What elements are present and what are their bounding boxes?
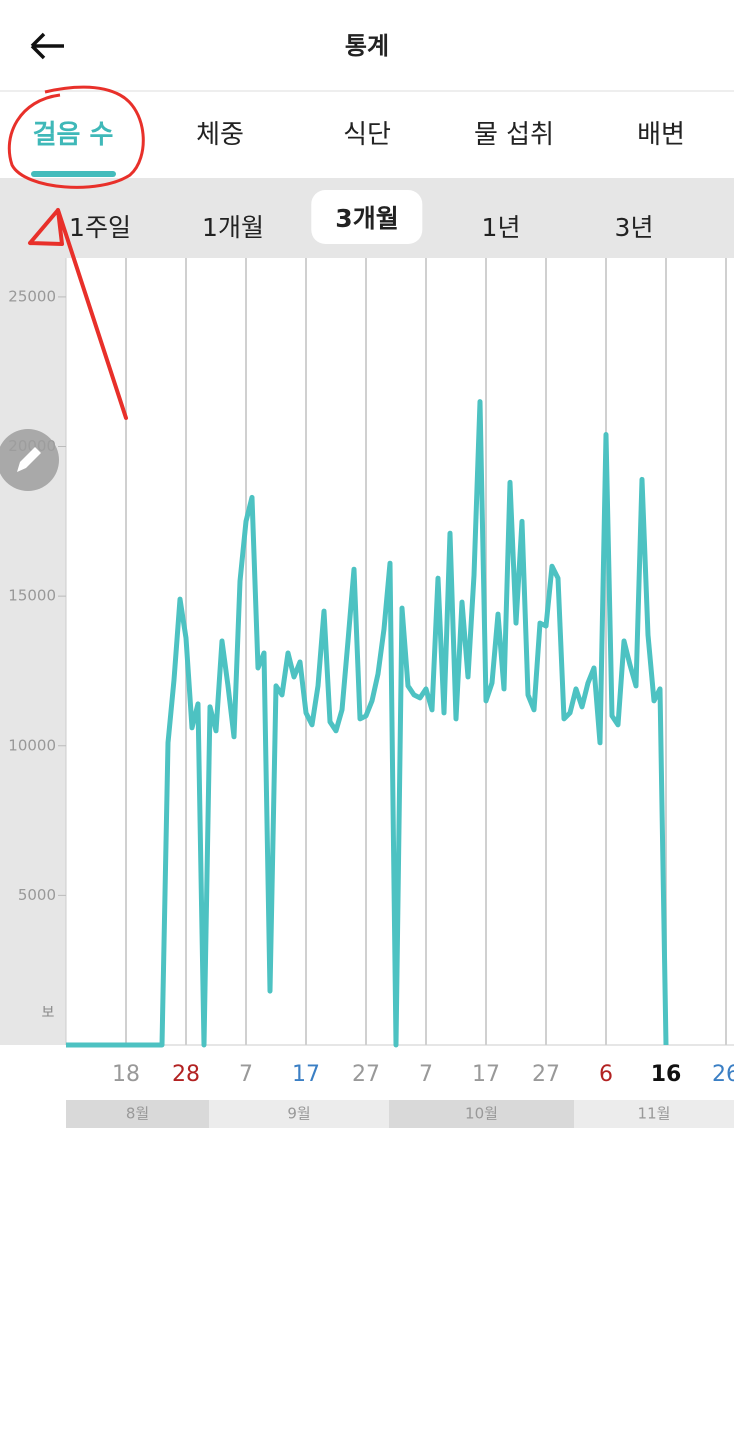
month-band xyxy=(574,1100,734,1128)
x-tick-label: 6 xyxy=(599,1062,613,1087)
y-tick-label: 15000 xyxy=(8,587,56,605)
month-band xyxy=(209,1100,389,1128)
period-option[interactable]: 3개월 xyxy=(311,190,423,244)
month-label: 11월 xyxy=(638,1105,671,1123)
data-line xyxy=(66,399,669,1048)
y-tick-label: 10000 xyxy=(8,736,56,754)
tab[interactable]: 배변 xyxy=(637,120,685,150)
y-axis-panel xyxy=(0,258,66,1045)
y-unit: 보 xyxy=(42,1005,55,1021)
x-tick-label: 17 xyxy=(472,1062,500,1087)
month-label: 9월 xyxy=(287,1105,310,1123)
tab[interactable]: 체중 xyxy=(196,120,244,150)
period-option[interactable]: 1개월 xyxy=(202,213,264,242)
x-tick-label: 16 xyxy=(651,1062,682,1087)
tab[interactable]: 물 섭취 xyxy=(473,120,555,150)
x-tick-label: 27 xyxy=(532,1062,560,1087)
month-band xyxy=(389,1100,574,1128)
y-tick-label: 20000 xyxy=(8,437,56,455)
back-button[interactable] xyxy=(28,30,68,62)
x-tick-label: 26 xyxy=(712,1062,734,1087)
period-option[interactable]: 3년 xyxy=(614,213,654,242)
y-tick-label: 5000 xyxy=(18,886,56,904)
month-label: 10월 xyxy=(465,1105,498,1123)
x-tick-label: 18 xyxy=(112,1062,140,1087)
x-tick-label: 17 xyxy=(292,1062,320,1087)
tab[interactable]: 식단 xyxy=(343,120,391,150)
x-tick-label: 27 xyxy=(352,1062,380,1087)
y-tick-label: 25000 xyxy=(8,287,56,305)
month-band xyxy=(66,1100,209,1128)
x-tick-label: 7 xyxy=(419,1062,433,1087)
period-option[interactable]: 1년 xyxy=(481,213,521,242)
period-option[interactable]: 1주일 xyxy=(69,213,131,242)
month-label: 8월 xyxy=(126,1105,149,1123)
divider xyxy=(0,90,734,92)
tab[interactable]: 걸음 수 xyxy=(32,120,114,150)
x-tick-label: 7 xyxy=(239,1062,253,1087)
back-arrow xyxy=(30,32,64,60)
page-title: 통계 xyxy=(344,32,390,60)
x-tick-label: 28 xyxy=(172,1062,200,1087)
